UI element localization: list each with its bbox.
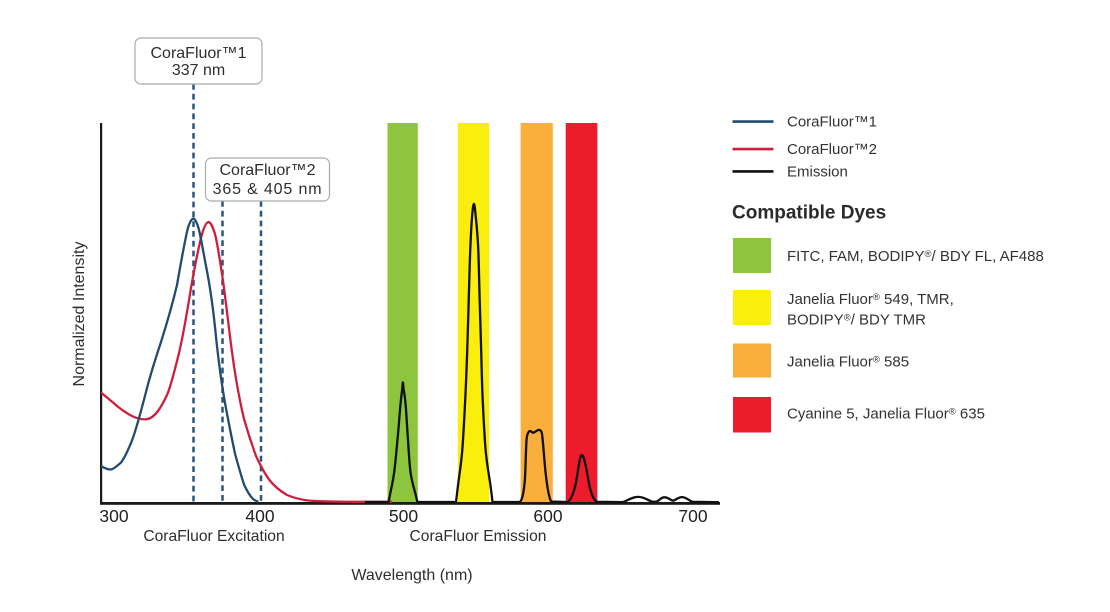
svg-text:Janelia Fluor® 549, TMR,: Janelia Fluor® 549, TMR, <box>787 291 954 308</box>
svg-text:Janelia Fluor® 585: Janelia Fluor® 585 <box>787 354 909 371</box>
svg-text:400: 400 <box>245 506 274 526</box>
svg-text:500: 500 <box>389 506 418 526</box>
svg-text:Normalized Intensity: Normalized Intensity <box>71 242 88 387</box>
svg-text:Cyanine 5, Janelia Fluor® 635: Cyanine 5, Janelia Fluor® 635 <box>787 406 985 423</box>
svg-text:BODIPY®/ BDY TMR: BODIPY®/ BDY TMR <box>787 312 926 329</box>
svg-text:600: 600 <box>533 506 562 526</box>
svg-text:CoraFluor™1: CoraFluor™1 <box>150 45 246 62</box>
svg-text:CoraFluor™1: CoraFluor™1 <box>787 114 877 131</box>
svg-text:CoraFluor Emission: CoraFluor Emission <box>410 528 547 545</box>
svg-text:Wavelength (nm): Wavelength (nm) <box>351 567 472 584</box>
svg-text:CoraFluor™2: CoraFluor™2 <box>787 141 877 158</box>
svg-text:CoraFluor Excitation: CoraFluor Excitation <box>143 528 284 545</box>
svg-text:337 nm: 337 nm <box>172 62 225 79</box>
svg-text:CoraFluor™2: CoraFluor™2 <box>219 162 315 179</box>
svg-text:700: 700 <box>678 506 707 526</box>
svg-text:Compatible Dyes: Compatible Dyes <box>732 203 886 224</box>
svg-text:365 & 405 nm: 365 & 405 nm <box>213 181 323 198</box>
svg-text:Emission: Emission <box>787 164 848 181</box>
svg-text:300: 300 <box>99 506 128 526</box>
svg-text:FITC, FAM, BODIPY®/ BDY FL, AF: FITC, FAM, BODIPY®/ BDY FL, AF488 <box>787 248 1044 265</box>
